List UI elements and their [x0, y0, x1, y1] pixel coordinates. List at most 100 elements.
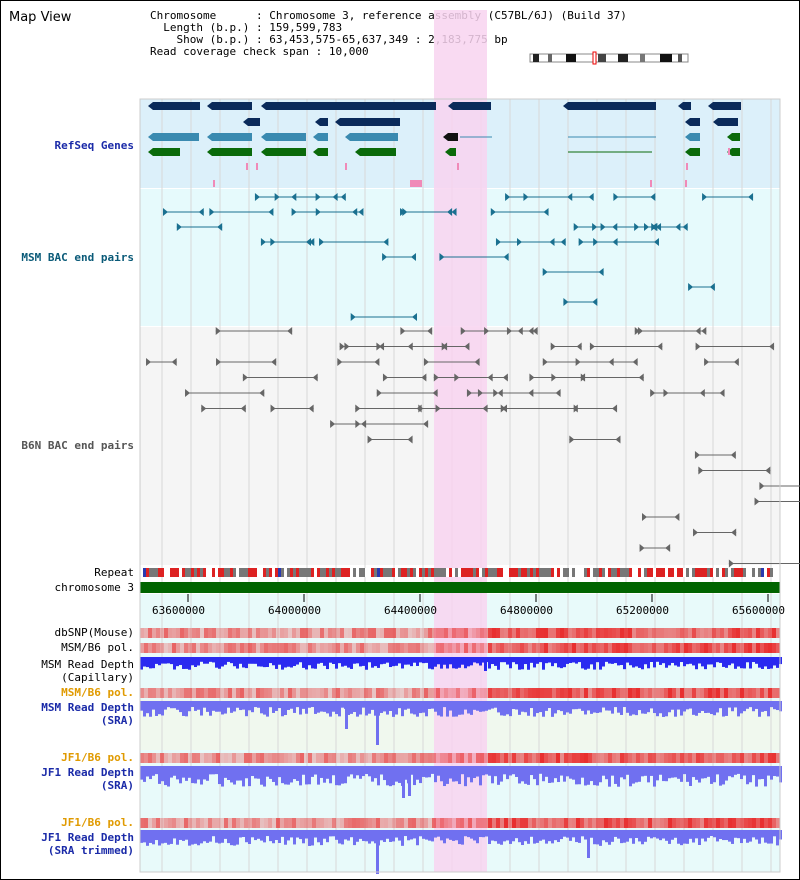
repeat-segment [596, 568, 599, 577]
polymorphism-cell [436, 628, 440, 638]
polymorphism-cell [464, 643, 468, 653]
depth-bar [491, 701, 494, 709]
polymorphism-cell [616, 643, 620, 653]
repeat-segment [143, 568, 146, 577]
polymorphism-cell [656, 643, 660, 653]
refseq-gene [690, 118, 700, 126]
depth-bar [515, 830, 518, 839]
depth-bar [611, 766, 614, 776]
depth-bar [275, 701, 278, 711]
repeat-segment [476, 568, 479, 577]
polymorphism-cell [628, 753, 632, 763]
polymorphism-cell [540, 753, 544, 763]
depth-bar [554, 657, 557, 664]
polymorphism-cell [708, 688, 712, 698]
polymorphism-cell [144, 688, 148, 698]
depth-bar [287, 830, 290, 841]
polymorphism-cell [324, 818, 328, 828]
depth-bar [644, 657, 647, 665]
depth-bar [302, 766, 305, 775]
repeat-segment [494, 568, 497, 577]
depth-bar [146, 766, 149, 777]
polymorphism-cell [312, 628, 316, 638]
track-label-msm-depth-cap: MSM Read Depth [41, 658, 134, 671]
depth-bar [728, 766, 731, 777]
polymorphism-cell [648, 628, 652, 638]
polymorphism-cell [716, 688, 720, 698]
depth-bar [740, 701, 743, 714]
depth-bar [551, 701, 554, 717]
polymorphism-cell [232, 688, 236, 698]
track-label-refseq[interactable]: RefSeq Genes [54, 139, 134, 152]
polymorphism-cell [300, 643, 304, 653]
depth-bar [692, 701, 695, 715]
bac-end [427, 327, 433, 335]
polymorphism-cell [268, 643, 272, 653]
polymorphism-cell [632, 818, 636, 828]
depth-bar [506, 701, 509, 715]
depth-bar [149, 701, 152, 717]
polymorphism-cell [724, 818, 728, 828]
polymorphism-cell [600, 753, 604, 763]
repeat-segment [680, 568, 683, 577]
polymorphism-cell [176, 688, 180, 698]
polymorphism-cell [528, 628, 532, 638]
depth-bar [401, 830, 404, 846]
bac-end [340, 193, 346, 201]
polymorphism-cell [624, 643, 628, 653]
depth-bar [659, 701, 662, 714]
polymorphism-cell [280, 688, 284, 698]
track-label-msm-bac[interactable]: MSM BAC end pairs [21, 251, 134, 264]
depth-bar [437, 830, 440, 837]
depth-bar [359, 657, 362, 667]
depth-bar [458, 701, 461, 715]
repeat-segment [617, 568, 620, 577]
polymorphism-cell [660, 643, 664, 653]
polymorphism-cell [644, 643, 648, 653]
depth-bar [770, 766, 773, 780]
polymorphism-cell [296, 688, 300, 698]
depth-bar [239, 830, 242, 838]
depth-bar [569, 657, 572, 664]
track-label-repeat: Repeat [94, 566, 134, 579]
depth-bar [194, 657, 197, 667]
polymorphism-cell [584, 753, 588, 763]
depth-bar [140, 766, 143, 780]
repeat-segment [290, 568, 293, 577]
polymorphism-cell [360, 688, 364, 698]
polymorphism-cell [368, 628, 372, 638]
depth-bar [284, 830, 287, 845]
polymorphism-cell [252, 688, 256, 698]
repeat-segment [590, 568, 593, 577]
depth-bar [377, 657, 380, 668]
depth-bar [320, 701, 323, 712]
depth-bar [761, 766, 764, 780]
depth-bar [269, 830, 272, 842]
bac-end [695, 342, 701, 351]
polymorphism-cell [484, 818, 488, 828]
depth-bar [731, 701, 734, 712]
depth-bar [554, 830, 557, 841]
polymorphism-cell [164, 688, 168, 698]
depth-bar [662, 830, 665, 839]
polymorphism-cell [360, 643, 364, 653]
polymorphism-cell [544, 753, 548, 763]
polymorphism-cell [572, 643, 576, 653]
polymorphism-cell [384, 628, 388, 638]
depth-bar [602, 766, 605, 776]
depth-bar [755, 766, 758, 787]
track-label-b6n-bac[interactable]: B6N BAC end pairs [21, 439, 134, 452]
depth-bar [215, 766, 218, 775]
depth-bar [578, 701, 581, 709]
depth-bar [455, 830, 458, 841]
bac-end [464, 342, 470, 351]
depth-bar [164, 766, 167, 786]
repeat-segment [704, 568, 707, 577]
depth-bar [425, 701, 428, 717]
bac-end [416, 404, 422, 413]
polymorphism-cell [292, 643, 296, 653]
polymorphism-cell [492, 753, 496, 763]
polymorphism-cell [240, 753, 244, 763]
polymorphism-cell [140, 628, 144, 638]
